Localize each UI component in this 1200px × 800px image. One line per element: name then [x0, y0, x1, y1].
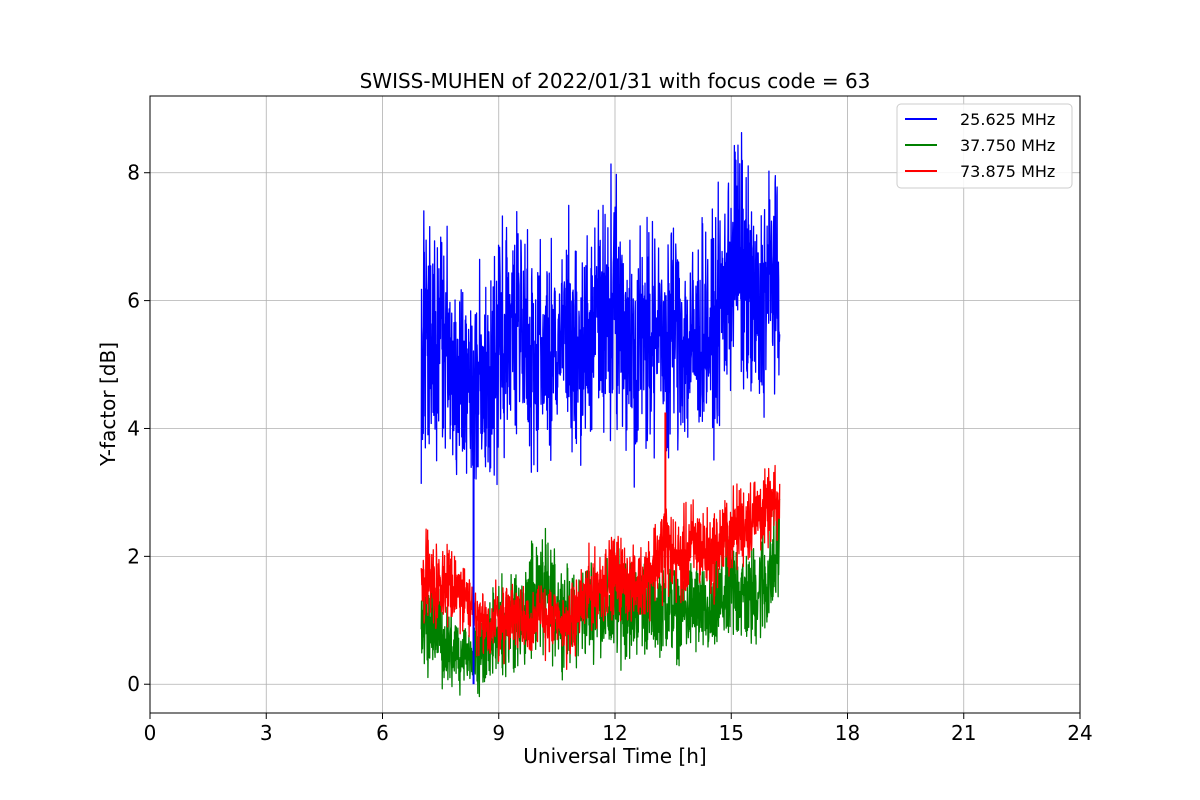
legend: 25.625 MHz 37.750 MHz 73.875 MHz — [896, 103, 1073, 189]
series-layer — [420, 132, 781, 698]
x-axis-label: Universal Time [h] — [523, 744, 706, 768]
y-axis-label: Y-factor [dB] — [96, 342, 120, 467]
y-tick-label: 0 — [127, 672, 140, 696]
legend-label-37-750-mhz: 37.750 MHz — [960, 136, 1055, 155]
x-tick-label: 24 — [1067, 721, 1092, 745]
series-line-25-625-mhz — [420, 132, 781, 488]
series-line-73-875-mhz — [420, 464, 781, 671]
y-tick-label: 8 — [127, 161, 140, 185]
y-axis-ticks: 0 2 4 6 8 — [127, 161, 150, 696]
legend-box — [896, 103, 1073, 189]
x-tick-label: 9 — [492, 721, 505, 745]
legend-label-73-875-mhz: 73.875 MHz — [960, 162, 1055, 181]
x-tick-label: 18 — [835, 721, 860, 745]
x-tick-label: 21 — [951, 721, 976, 745]
legend-label-25-625-mhz: 25.625 MHz — [960, 110, 1055, 129]
x-tick-label: 12 — [602, 721, 627, 745]
y-tick-label: 6 — [127, 289, 140, 313]
x-tick-label: 0 — [144, 721, 157, 745]
x-tick-label: 6 — [376, 721, 389, 745]
x-axis-ticks: 0 3 6 9 12 15 18 21 24 — [144, 713, 1093, 745]
x-tick-label: 3 — [260, 721, 273, 745]
y-tick-label: 2 — [127, 544, 140, 568]
y-tick-label: 4 — [127, 416, 140, 440]
x-tick-label: 15 — [719, 721, 744, 745]
chart-title: SWISS-MUHEN of 2022/01/31 with focus cod… — [360, 69, 871, 93]
